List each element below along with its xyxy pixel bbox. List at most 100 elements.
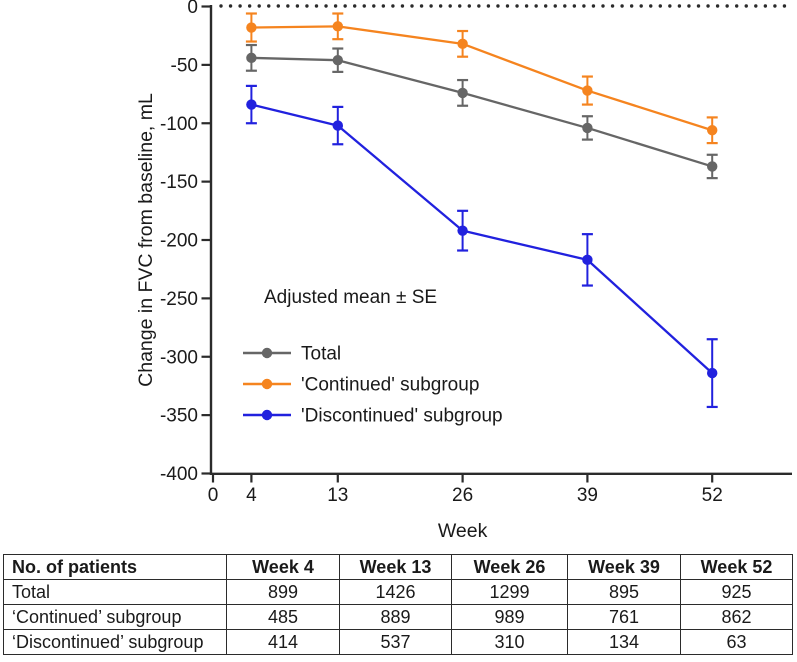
zero-baseline-dot [591,4,596,8]
zero-baseline-dot [343,4,347,8]
zero-baseline-dot [477,4,481,8]
series-line-total [251,56,713,168]
zero-baseline-dot [715,4,720,8]
legend-marker-discontinued-subgroup [261,409,273,421]
axis-title-y: Change in FVC from baseline, mL [135,93,157,387]
table-cell: 899 [226,579,340,605]
zero-baseline-dot [391,4,395,8]
data-point-total [246,52,257,64]
row-label-discontinued: ‘Discontinued’ subgroup [3,629,227,655]
zero-baseline-dot [620,4,624,8]
x-axis-tick-label: 26 [452,485,473,506]
zero-baseline-dot [754,4,758,8]
table-header-week26: Week 26 [451,554,568,580]
table-cell: 989 [451,604,568,630]
y-axis-tick-label: -50 [171,55,198,76]
zero-baseline-dot [286,4,290,8]
data-point-discontinued-subgroup [707,367,718,379]
data-point-discontinued-subgroup [457,225,468,236]
zero-baseline-dot [515,4,519,8]
zero-baseline-dot [505,4,510,8]
table-row-total: Total 899 1426 1299 895 925 [3,579,793,605]
zero-baseline-dot [267,4,271,8]
y-axis-tick-label: -200 [160,231,198,252]
zero-baseline-dot [744,4,748,8]
legend-label-discontinued-subgroup: 'Discontinued' subgroup [301,406,503,427]
zero-baseline-dot [314,4,319,8]
zero-baseline-dot [696,4,701,8]
table-header-week4: Week 4 [226,554,340,580]
zero-baseline-dot [658,4,662,8]
y-axis-tick-label: -150 [160,172,198,193]
patients-table-wrapper: No. of patients Week 4 Week 13 Week 26 W… [3,554,795,655]
table-cell: 134 [567,629,681,655]
x-axis-tick-label: 13 [327,485,348,506]
legend-marker-continued-subgroup [261,378,273,390]
x-axis-tick-label: 4 [246,485,257,506]
zero-baseline-dot [677,4,682,8]
axis-title-x: Week [438,520,488,542]
zero-baseline-dot [467,4,471,8]
table-header-patients: No. of patients [3,554,227,580]
zero-baseline-dot [276,4,280,8]
zero-baseline-dot [438,4,443,8]
table-header-week13: Week 13 [339,554,452,580]
annotation-adjusted-mean-se: Adjusted mean ± SE [264,287,437,308]
zero-baseline-dot [668,4,672,8]
zero-baseline-dot [400,4,405,8]
zero-baseline-dot [782,4,787,8]
legend-marker-total [261,347,273,359]
row-label-continued: ‘Continued’ subgroup [3,604,227,630]
table-header-row: No. of patients Week 4 Week 13 Week 26 W… [3,554,793,580]
y-axis-tick-label: -250 [160,289,198,310]
table-cell: 761 [567,604,681,630]
zero-baseline-dot [773,4,777,8]
x-axis-tick-label: 39 [577,485,598,506]
zero-baseline-dot [429,4,433,8]
table-cell: 537 [339,629,452,655]
zero-baseline-dot [534,4,538,8]
y-axis-tick-label: -300 [160,347,198,368]
table-cell: 1426 [339,579,452,605]
zero-baseline-dot [305,4,309,8]
table-header-week52: Week 52 [680,554,793,580]
data-point-total [332,55,343,66]
y-axis-tick-label: 0 [187,0,198,18]
zero-baseline-dot [553,4,557,8]
zero-baseline-dot [735,4,739,8]
data-point-total [707,161,718,172]
table-cell: 889 [339,604,452,630]
zero-baseline-dot [629,4,634,8]
data-point-discontinued-subgroup [332,120,343,131]
zero-baseline-dot [295,4,300,8]
table-cell: 1299 [451,579,568,605]
data-point-total [582,122,593,134]
data-point-discontinued-subgroup [582,254,593,266]
zero-baseline-dot [333,4,338,8]
zero-baseline-dot [563,4,567,8]
zero-baseline-dot [419,4,424,8]
table-cell: 862 [680,604,793,630]
zero-baseline-dot [486,4,491,8]
table-cell: 63 [680,629,793,655]
x-axis-tick-label: 52 [702,485,723,506]
zero-baseline-dot [247,4,252,8]
data-point-continued-subgroup [246,22,257,33]
zero-baseline-dot [610,4,615,8]
data-point-total [457,87,468,99]
zero-baseline-dot [649,4,653,8]
table-row-discontinued: ‘Discontinued’ subgroup 414 537 310 134 … [3,629,793,655]
y-axis-tick-label: -100 [160,114,198,135]
zero-baseline-dot [725,4,729,8]
zero-baseline-dot [257,4,261,8]
data-point-continued-subgroup [707,125,718,136]
zero-baseline-dot [572,4,577,8]
zero-baseline-dot [544,4,548,8]
zero-baseline-dot [687,4,691,8]
fvc-line-chart: 0 -50 -100 -150 -200 -250 -300 -350 -400 0 4 13 26 39… [135,0,792,542]
data-point-continued-subgroup [332,21,343,32]
zero-baseline-dot [458,4,462,8]
zero-baseline-dot [448,4,452,8]
zero-baseline-dot [228,4,233,8]
table-cell: 925 [680,579,793,605]
